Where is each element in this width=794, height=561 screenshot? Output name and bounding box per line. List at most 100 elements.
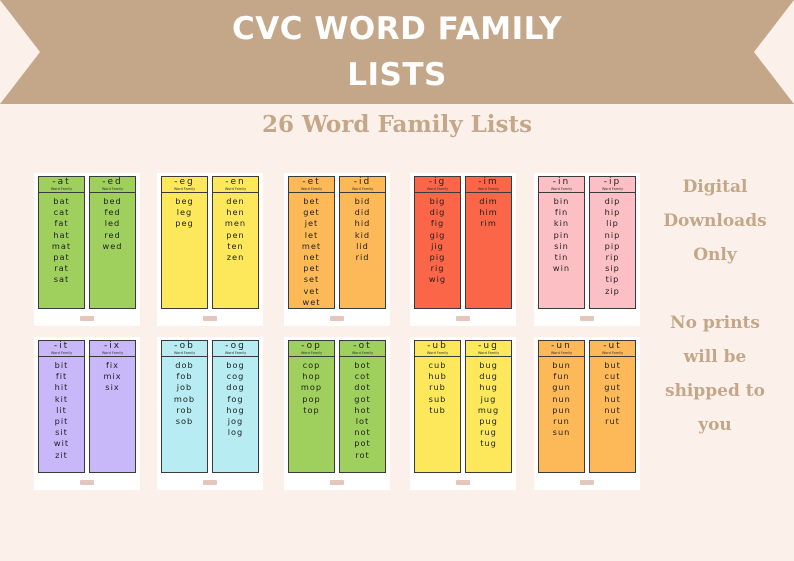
worksheet: -et Word Family bet get jet let met net pet set ve… [284, 173, 390, 326]
worksheet: -ob Word Family dob fob job mob rob sob -og Word … [157, 337, 263, 490]
word-family-label: Word Family [477, 351, 500, 355]
word-family-title: -ug [478, 341, 499, 351]
word-family-card: -im Word Family dim him rim [465, 176, 512, 309]
word-item: let [304, 229, 319, 240]
word-item: pig [429, 252, 446, 263]
worksheet: -in Word Family bin fin kin pin sin tin win -ip Wo… [534, 173, 640, 326]
word-list: big dig fig gig jig pig rig wig [415, 193, 460, 286]
sheet-footer-tab [80, 480, 94, 485]
word-list: den hen men pen ten zen [213, 193, 258, 263]
word-item: kit [54, 393, 69, 404]
word-item: gun [552, 382, 571, 393]
word-item: bot [354, 360, 371, 370]
word-family-title: -it [53, 341, 70, 351]
word-item: win [552, 263, 571, 274]
word-item: wig [428, 274, 447, 285]
word-list: bit fit hit kit lit pit sit wit zit [39, 357, 84, 461]
word-item: zen [226, 252, 245, 263]
word-item: met [301, 240, 322, 251]
word-item: fin [554, 207, 569, 218]
word-item: jog [227, 416, 244, 427]
word-item: hid [354, 218, 371, 229]
page-title: CVC WORD FAMILY LISTS [0, 6, 794, 98]
note-line: will be [683, 347, 747, 367]
word-item: pen [226, 229, 245, 240]
word-item: hog [226, 404, 245, 415]
word-item: wed [102, 240, 123, 251]
page-title-line-1: CVC WORD FAMILY [231, 11, 563, 47]
word-item: log [227, 427, 244, 438]
word-family-label: Word Family [426, 351, 449, 355]
word-item: jet [304, 218, 319, 229]
word-item: sit [55, 427, 68, 438]
word-list: bat cat fat hat mat pat rat sat [39, 193, 84, 286]
word-item: six [105, 382, 120, 393]
word-family-label: Word Family [351, 187, 374, 191]
word-item: jig [431, 240, 444, 251]
word-family-label: Word Family [101, 351, 124, 355]
word-item: bun [552, 360, 571, 370]
word-list: but cut gut hut nut rut [590, 357, 635, 427]
word-family-card: -ub Word Family cub hub rub sub tub [414, 340, 461, 473]
word-item: pot [354, 438, 371, 449]
word-item: bed [103, 196, 122, 206]
card-header: -ed Word Family [90, 177, 135, 193]
word-item: did [354, 207, 371, 218]
word-family-card: -ut Word Family but cut gut hut nut rut [589, 340, 636, 473]
word-item: dim [479, 196, 498, 206]
word-family-label: Word Family [50, 351, 73, 355]
word-family-title: -et [302, 177, 321, 187]
sheet-footer-tab [330, 480, 344, 485]
page-title-line-2: LISTS [347, 57, 447, 93]
word-family-title: -un [551, 341, 572, 351]
card-header: -et Word Family [289, 177, 334, 193]
word-item: sun [552, 427, 571, 438]
word-item: fun [553, 371, 570, 382]
word-family-label: Word Family [101, 187, 124, 191]
word-list: dob fob job mob rob sob [162, 357, 207, 427]
word-item: hop [302, 371, 321, 382]
word-item: pat [53, 252, 70, 263]
word-list: bun fun gun nun pun run sun [539, 357, 584, 438]
word-list: bet get jet let met net pet set vet wet [289, 193, 334, 308]
word-item: pin [553, 229, 570, 240]
word-item: rub [429, 382, 446, 393]
word-family-card: -et Word Family bet get jet let met net pet set ve… [288, 176, 335, 309]
word-family-label: Word Family [224, 351, 247, 355]
card-header: -op Word Family [289, 341, 334, 357]
word-item: bit [54, 360, 69, 370]
word-item: ten [227, 240, 244, 251]
word-family-card: -ob Word Family dob fob job mob rob sob [161, 340, 208, 473]
word-item: sip [605, 263, 620, 274]
word-item: rob [176, 404, 193, 415]
word-family-card: -id Word Family bid did hid kid lid rid [339, 176, 386, 309]
word-item: lip [606, 218, 619, 229]
word-item: pug [479, 416, 498, 427]
word-item: rig [430, 263, 445, 274]
note-line: shipped to [665, 381, 765, 401]
word-item: got [354, 393, 371, 404]
word-family-title: -id [353, 177, 372, 187]
word-item: beg [175, 196, 194, 206]
word-item: run [553, 416, 570, 427]
sheet-footer-tab [580, 480, 594, 485]
card-header: -en Word Family [213, 177, 258, 193]
word-item: vet [303, 285, 320, 296]
word-item: tug [480, 438, 497, 449]
word-item: sin [554, 240, 569, 251]
word-family-title: -im [478, 177, 499, 187]
word-item: cat [53, 207, 70, 218]
card-header: -it Word Family [39, 341, 84, 357]
word-family-label: Word Family [50, 187, 73, 191]
word-family-label: Word Family [601, 187, 624, 191]
word-item: wet [302, 296, 321, 307]
word-item: tub [429, 404, 446, 415]
word-item: fat [54, 218, 69, 229]
word-family-title: -eg [174, 177, 195, 187]
sheet-footer-tab [456, 316, 470, 321]
word-item: him [479, 207, 498, 218]
word-family-title: -ut [603, 341, 622, 351]
word-item: fit [55, 371, 68, 382]
word-item: bug [479, 360, 498, 370]
word-family-title: -ub [427, 341, 448, 351]
